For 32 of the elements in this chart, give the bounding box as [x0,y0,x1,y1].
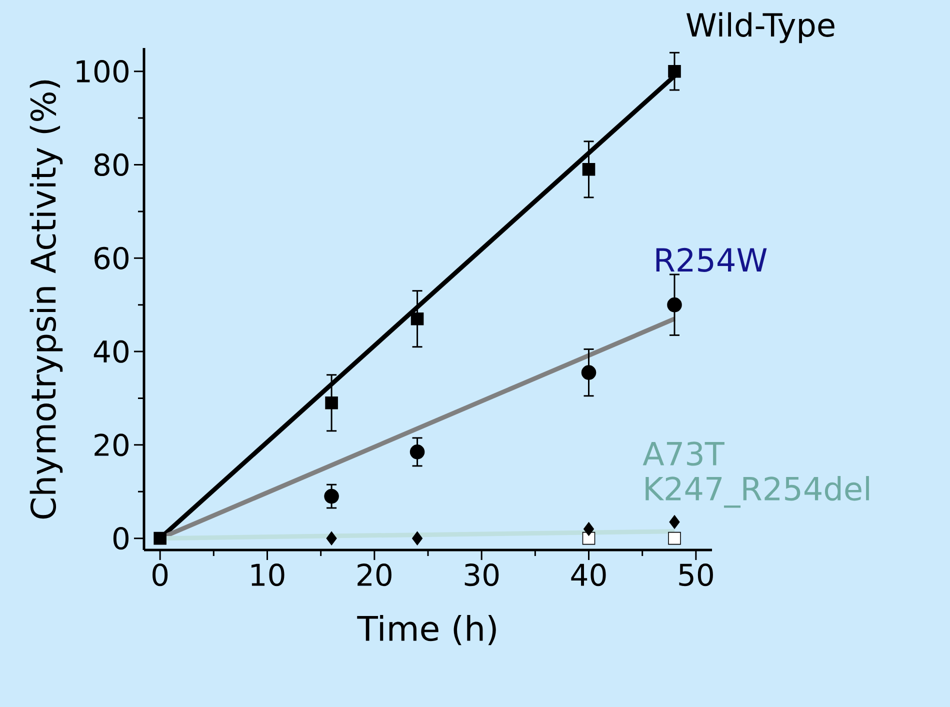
point [669,515,680,529]
point [581,365,596,380]
point [582,163,596,176]
y-tick-label: 0 [113,527,128,550]
series-label: Wild-Type [686,12,834,44]
x-tick-label: 40 [571,564,606,586]
point [325,396,338,410]
y-tick-label: 40 [94,340,128,363]
x-tick-label: 50 [679,564,713,586]
y-axis-title: Chymotrypsin Activity (%) [30,80,63,519]
point [410,444,425,460]
point [410,312,424,326]
point [324,488,339,504]
y-tick-label: 100 [76,60,128,83]
x-tick-label: 20 [358,564,392,586]
point [668,64,681,78]
y-tick-label: 20 [94,434,128,456]
series-label: K247_R254del [646,476,869,508]
series-label: R254W [656,248,767,272]
point [667,297,682,312]
point [412,531,423,546]
point [154,532,166,545]
point [583,522,594,536]
x-tick-label: 10 [252,564,284,586]
y-tick-label: 60 [94,246,128,270]
x-tick-label: 30 [464,564,499,586]
point [668,532,681,545]
y-tick-label: 80 [94,153,128,176]
series-label: A73T [642,442,724,466]
x-axis-title: Time (h) [357,614,496,646]
point [326,531,337,546]
x-tick-label: 0 [152,564,168,586]
